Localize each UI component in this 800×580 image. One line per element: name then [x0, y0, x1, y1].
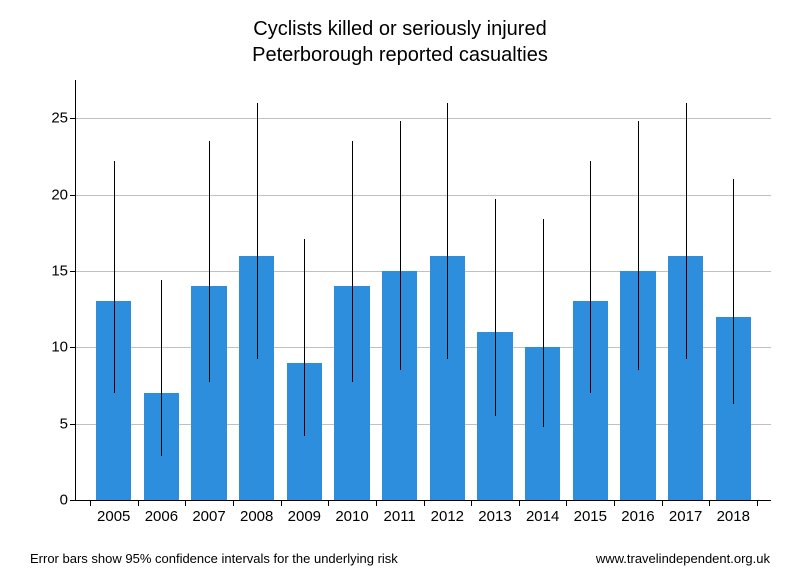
xtick-mark — [328, 500, 329, 506]
xtick-label: 2011 — [384, 500, 416, 525]
xtick-mark — [281, 500, 282, 506]
xtick-label: 2018 — [717, 500, 750, 525]
chart-title: Cyclists killed or seriously injured Pet… — [0, 16, 800, 68]
xtick-label: 2009 — [288, 500, 321, 525]
gridline — [76, 271, 771, 272]
ytick-label: 20 — [51, 186, 76, 203]
footer-right: www.travelindependent.org.uk — [596, 551, 770, 566]
xtick-mark — [138, 500, 139, 506]
xtick-mark — [757, 500, 758, 506]
error-bar — [257, 103, 258, 360]
xtick-label: 2015 — [574, 500, 607, 525]
error-bar — [114, 161, 115, 393]
xtick-mark — [185, 500, 186, 506]
error-bar — [447, 103, 448, 360]
xtick-mark — [709, 500, 710, 506]
xtick-label: 2008 — [240, 500, 273, 525]
gridline — [76, 424, 771, 425]
xtick-label: 2010 — [335, 500, 368, 525]
error-bar — [209, 141, 210, 382]
xtick-mark — [566, 500, 567, 506]
error-bar — [495, 199, 496, 416]
xtick-mark — [614, 500, 615, 506]
error-bar — [304, 239, 305, 436]
xtick-label: 2013 — [478, 500, 511, 525]
xtick-mark — [90, 500, 91, 506]
xtick-mark — [471, 500, 472, 506]
gridline — [76, 347, 771, 348]
xtick-mark — [376, 500, 377, 506]
error-bar — [590, 161, 591, 393]
error-bar — [352, 141, 353, 382]
ytick-label: 25 — [51, 110, 76, 127]
error-bar — [733, 179, 734, 404]
chart-title-line1: Cyclists killed or seriously injured — [0, 16, 800, 42]
error-bar — [638, 121, 639, 370]
ytick-label: 10 — [51, 339, 76, 356]
chart-container: Cyclists killed or seriously injured Pet… — [0, 0, 800, 580]
gridline — [76, 195, 771, 196]
xtick-label: 2014 — [526, 500, 559, 525]
xtick-mark — [233, 500, 234, 506]
gridline — [76, 118, 771, 119]
ytick-label: 0 — [60, 492, 76, 509]
footer-left: Error bars show 95% confidence intervals… — [30, 551, 398, 566]
chart-title-line2: Peterborough reported casualties — [0, 42, 800, 68]
xtick-label: 2016 — [621, 500, 654, 525]
ytick-label: 15 — [51, 262, 76, 279]
xtick-label: 2012 — [431, 500, 464, 525]
xtick-mark — [424, 500, 425, 506]
error-bar — [543, 219, 544, 427]
xtick-label: 2005 — [97, 500, 130, 525]
error-bar — [161, 280, 162, 456]
error-bar — [400, 121, 401, 370]
xtick-mark — [662, 500, 663, 506]
xtick-label: 2007 — [192, 500, 225, 525]
xtick-label: 2006 — [145, 500, 178, 525]
plot-area: 0510152025200520062007200820092010201120… — [75, 80, 771, 501]
xtick-label: 2017 — [669, 500, 702, 525]
xtick-mark — [519, 500, 520, 506]
error-bar — [686, 103, 687, 360]
ytick-label: 5 — [60, 415, 76, 432]
